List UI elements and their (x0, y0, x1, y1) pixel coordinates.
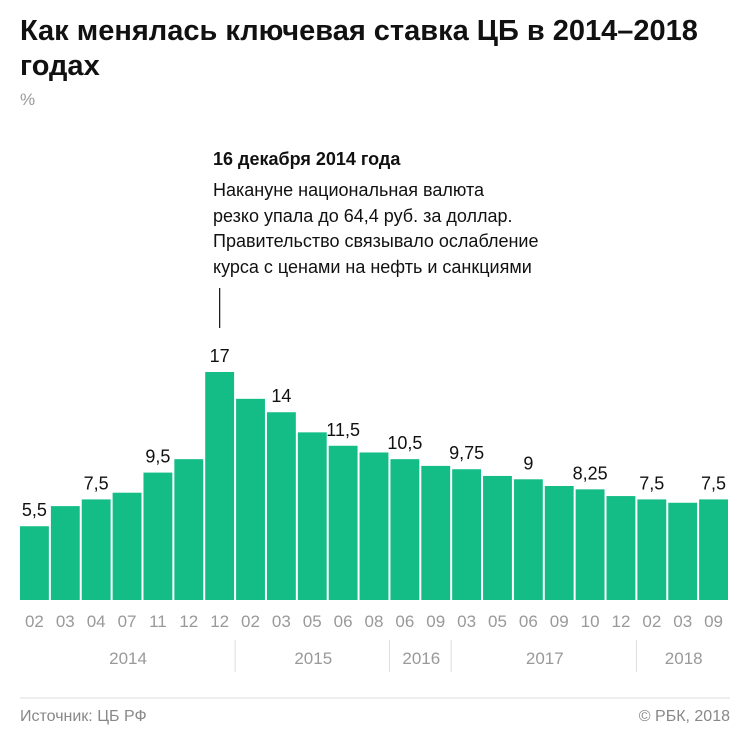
x-tick-label: 04 (87, 612, 106, 631)
chart-title: Как менялась ключевая ставка ЦБ в 2014–2… (20, 15, 698, 82)
bar (297, 432, 327, 600)
bar (236, 398, 265, 600)
x-tick-label: 03 (56, 612, 75, 631)
data-label: 8,25 (573, 463, 608, 483)
bar (390, 459, 420, 600)
bar (544, 486, 574, 600)
data-label: 11,5 (326, 420, 360, 440)
bar (668, 502, 698, 600)
x-tick-label: 11 (149, 612, 167, 631)
unit-label: % (20, 90, 36, 109)
data-label: 9,75 (449, 443, 484, 463)
year-label: 2017 (526, 649, 564, 668)
x-tick-label: 08 (365, 612, 384, 631)
bar (81, 499, 111, 600)
x-tick-label: 12 (179, 612, 198, 631)
x-tick-label: 02 (241, 612, 260, 631)
year-label: 2016 (402, 649, 440, 668)
bar (452, 469, 482, 600)
x-tick-label: 06 (395, 612, 414, 631)
bar (637, 499, 667, 600)
bar (359, 452, 389, 600)
x-tick-label: 09 (426, 612, 445, 631)
data-label: 17 (210, 346, 230, 366)
source-label: Источник: ЦБ РФ (20, 708, 147, 725)
data-label: 10,5 (387, 433, 422, 453)
x-tick-label: 07 (118, 612, 137, 631)
copyright-label: © РБК, 2018 (638, 708, 730, 725)
bar (421, 465, 451, 600)
annotation-title: 16 декабря 2014 года (213, 149, 401, 169)
bar (328, 445, 358, 600)
bar (20, 526, 49, 600)
x-tick-label: 09 (704, 612, 723, 631)
bar (50, 506, 80, 600)
data-label: 9 (523, 453, 533, 473)
x-tick-label: 12 (611, 612, 630, 631)
bar (513, 479, 543, 600)
x-tick-label: 06 (334, 612, 353, 631)
bar (174, 459, 204, 600)
data-label: 7,5 (639, 473, 664, 493)
x-tick-label: 09 (550, 612, 569, 631)
x-tick-label: 03 (272, 612, 291, 631)
annotation-line: Правительство связывало ослабление (213, 231, 539, 251)
data-label: 14 (271, 386, 291, 406)
annotation-line: Накануне национальная валюта (213, 180, 485, 200)
x-tick-label: 02 (25, 612, 44, 631)
year-label: 2018 (665, 649, 703, 668)
bar (112, 492, 142, 600)
annotation-line: резко упала до 64,4 руб. за доллар. (213, 205, 513, 226)
year-label: 2015 (294, 649, 332, 668)
data-label: 7,5 (84, 473, 109, 493)
bar (266, 412, 296, 600)
data-label: 9,5 (145, 447, 170, 467)
data-label: 5,5 (22, 500, 47, 520)
bar (143, 472, 173, 600)
x-tick-label: 10 (581, 612, 600, 631)
x-tick-label: 05 (303, 612, 322, 631)
x-tick-label: 06 (519, 612, 538, 631)
bar (606, 496, 636, 600)
x-tick-label: 05 (488, 612, 507, 631)
year-label: 2014 (109, 649, 147, 668)
annotation-text: Накануне национальная валюта резко упала… (213, 178, 633, 280)
bar (575, 489, 605, 600)
x-tick-label: 02 (642, 612, 661, 631)
bar (699, 499, 728, 600)
bar (483, 475, 512, 600)
x-tick-label: 12 (210, 612, 229, 631)
bar (205, 372, 235, 600)
x-tick-label: 03 (673, 612, 692, 631)
x-tick-label: 03 (457, 612, 476, 631)
data-label: 7,5 (701, 473, 726, 493)
annotation-line: курса с ценами на нефть и санкциями (213, 256, 532, 277)
